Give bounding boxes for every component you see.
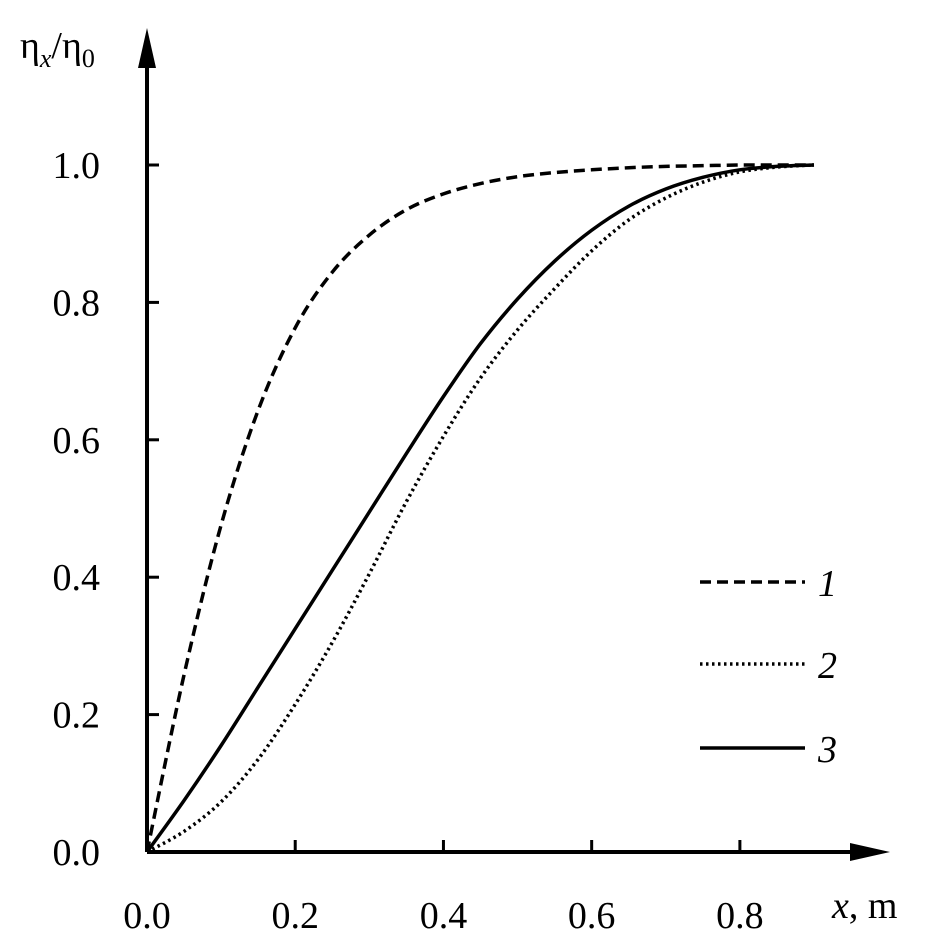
x-tick-label: 0.8 — [716, 895, 764, 937]
series-2-line — [146, 163, 815, 854]
y-tick-label: 0.0 — [53, 832, 101, 874]
y-tick-label: 0.8 — [53, 282, 101, 324]
x-axis-arrow-icon — [850, 843, 890, 861]
y-tick-label: 0.2 — [53, 695, 101, 737]
series-3-line — [145, 163, 815, 854]
x-axis-label: x, m — [831, 885, 897, 927]
legend-label-1: 1 — [818, 563, 837, 605]
y-tick-label: 0.4 — [53, 557, 101, 599]
x-tick-label: 0.0 — [123, 895, 171, 937]
legend: 1 2 3 — [700, 563, 837, 771]
legend-label-3: 3 — [817, 729, 837, 771]
x-tick-label: 0.4 — [420, 895, 468, 937]
x-tick-label: 0.6 — [568, 895, 616, 937]
y-axis-arrow-icon — [138, 28, 156, 68]
series-1-line — [145, 163, 814, 853]
axes: 0.0 0.2 0.4 0.6 0.8 0.0 0.2 0.4 0.6 0.8 1.0 — [53, 28, 890, 937]
legend-label-2: 2 — [818, 645, 837, 687]
x-tick-label: 0.2 — [271, 895, 319, 937]
y-tick-label: 0.6 — [53, 420, 101, 462]
y-tick-label: 1.0 — [53, 145, 101, 187]
y-axis-label: ηx/η0 — [20, 25, 95, 73]
series-layer — [145, 163, 815, 854]
